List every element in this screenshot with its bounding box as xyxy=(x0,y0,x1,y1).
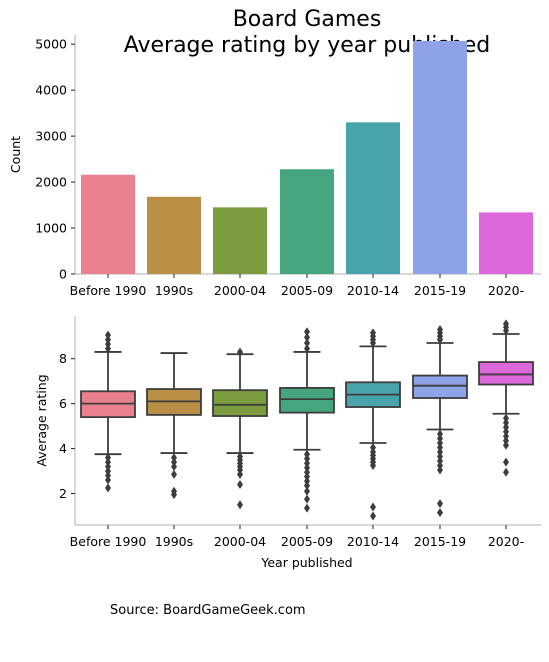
outlier-point xyxy=(437,499,443,509)
source-note: Source: BoardGameGeek.com xyxy=(110,603,306,618)
outlier-point xyxy=(304,486,310,496)
box-x-tick-label: 2000-04 xyxy=(214,534,266,549)
outlier-point xyxy=(304,332,310,342)
bar-before-1990 xyxy=(81,174,135,274)
chart-title-line-1: Board Games xyxy=(232,7,382,32)
outlier-point xyxy=(370,511,376,521)
bar-x-tick-label: 2015-19 xyxy=(414,283,466,298)
bar-y-tick-label: 4000 xyxy=(35,83,67,98)
bar-y-axis-label: Count xyxy=(8,136,23,173)
outlier-point xyxy=(171,490,177,500)
box-2020 xyxy=(478,361,534,386)
outlier-point xyxy=(171,469,177,479)
bar-y-tick-label: 5000 xyxy=(35,37,67,52)
box-2015-19 xyxy=(412,374,468,399)
bar-y-tick-label: 0 xyxy=(59,267,67,282)
box-x-tick-label: 1990s xyxy=(155,534,193,549)
outlier-point xyxy=(370,328,376,338)
box-2000-04 xyxy=(212,389,268,417)
outlier-point xyxy=(237,347,243,357)
outlier-point xyxy=(304,327,310,337)
box-x-tick-label: 2010-14 xyxy=(347,534,399,549)
box-y-tick-label: 8 xyxy=(59,351,67,366)
outlier-point xyxy=(503,440,509,450)
box-y-tick-label: 4 xyxy=(59,441,67,456)
outlier-point xyxy=(171,462,177,472)
outlier-point xyxy=(370,502,376,512)
bar-x-tick-label: 2000-04 xyxy=(214,283,266,298)
outlier-point xyxy=(503,457,509,467)
outlier-point xyxy=(105,475,111,485)
bar-2020 xyxy=(479,212,533,274)
bar-x-tick-label: 2010-14 xyxy=(347,283,399,298)
box-x-axis-label: Year published xyxy=(260,555,352,570)
box-2005-09 xyxy=(279,387,335,414)
outlier-point xyxy=(237,480,243,490)
bar-2005-09 xyxy=(280,169,334,274)
outlier-point xyxy=(304,338,310,348)
bar-y-tick-label: 1000 xyxy=(35,221,67,236)
outlier-point xyxy=(237,500,243,510)
outlier-point xyxy=(437,465,443,475)
bar-x-tick-label: 2005-09 xyxy=(281,283,333,298)
outlier-point xyxy=(503,467,509,477)
box-y-tick-label: 2 xyxy=(59,486,67,501)
bar-2000-04 xyxy=(213,207,267,274)
outlier-point xyxy=(437,508,443,518)
count-bar-chart: 0 1000 2000 3000 4000 5000 Before 1990 1990s 200… xyxy=(8,35,541,298)
bar-x-tick-label: Before 1990 xyxy=(70,283,147,298)
outlier-point xyxy=(437,324,443,334)
box-x-tick-label: 2020- xyxy=(488,534,524,549)
outlier-point xyxy=(304,344,310,354)
bar-x-tick-label: 1990s xyxy=(155,283,193,298)
outlier-point xyxy=(105,330,111,340)
box-x-tick-label: 2015-19 xyxy=(414,534,466,549)
outlier-point xyxy=(370,460,376,470)
outlier-point xyxy=(503,319,509,329)
outlier-point xyxy=(304,494,310,504)
outlier-point xyxy=(237,469,243,479)
bar-2010-14 xyxy=(346,122,400,274)
bar-y-tick-label: 3000 xyxy=(35,129,67,144)
outlier-point xyxy=(304,481,310,491)
bar-y-tick-label: 2000 xyxy=(35,175,67,190)
outlier-point xyxy=(105,483,111,493)
box-y-tick-label: 6 xyxy=(59,396,67,411)
bar-x-tick-label: 2020- xyxy=(488,283,524,298)
box-x-tick-label: 2005-09 xyxy=(281,534,333,549)
bar-2015-19 xyxy=(413,40,467,274)
outlier-point xyxy=(304,503,310,513)
box-y-axis-label: Average rating xyxy=(34,374,49,466)
box-x-tick-label: Before 1990 xyxy=(70,534,147,549)
rating-box-plot: 2 4 6 8 Before 1990 1990s 2000-04 2005-09 2010-1… xyxy=(34,316,541,570)
bar-1990s xyxy=(147,196,201,274)
